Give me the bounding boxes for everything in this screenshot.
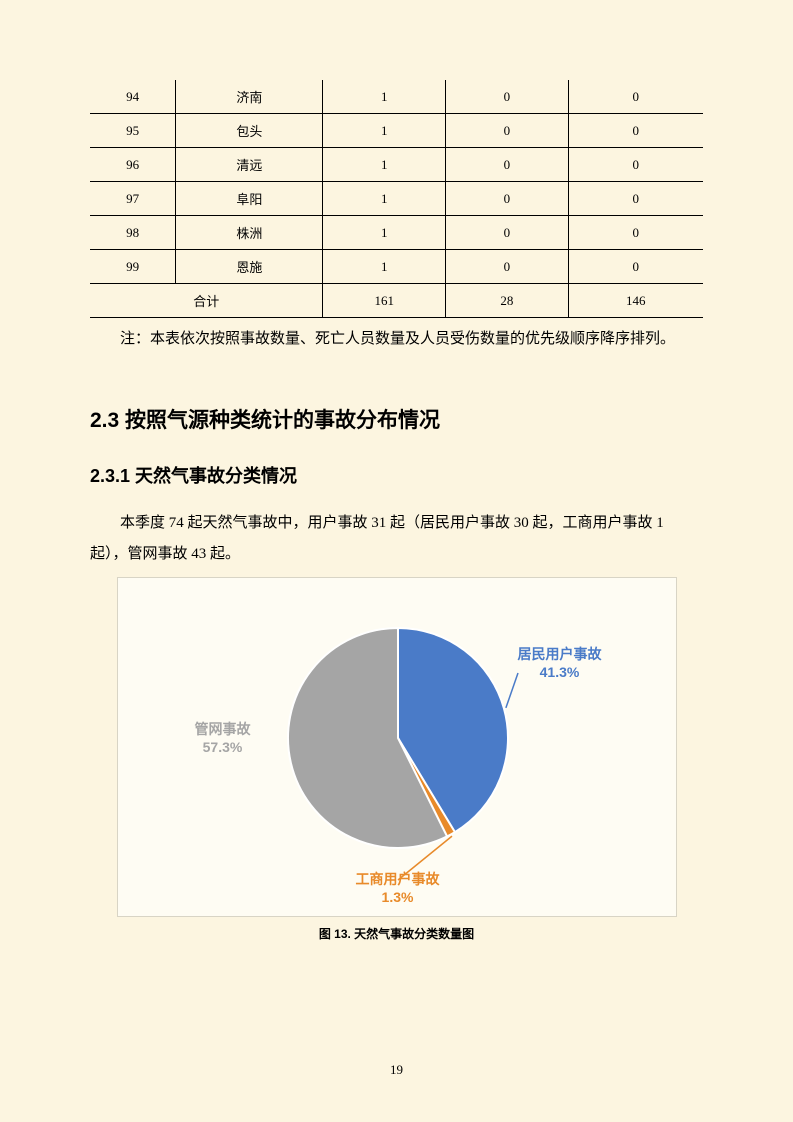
pie-slice-label-name: 工商用户事故: [356, 870, 440, 888]
table-row: 97阜阳100: [90, 182, 703, 216]
table-cell: 0: [568, 250, 703, 284]
table-cell: 95: [90, 114, 176, 148]
table-cell: 98: [90, 216, 176, 250]
table-cell: 1: [323, 216, 446, 250]
table-cell: 0: [446, 80, 569, 114]
table-cell: 0: [568, 114, 703, 148]
body-paragraph: 本季度 74 起天然气事故中，用户事故 31 起（居民用户事故 30 起，工商用…: [90, 508, 703, 571]
data-table: 94济南10095包头10096清远10097阜阳10098株洲10099恩施1…: [90, 80, 703, 318]
table-row: 94济南100: [90, 80, 703, 114]
page-number: 19: [0, 1062, 793, 1078]
table-row: 96清远100: [90, 148, 703, 182]
table-cell: 0: [446, 216, 569, 250]
pie-slice-label-percent: 57.3%: [195, 738, 251, 756]
table-cell: 146: [568, 284, 703, 318]
table-cell: 清远: [176, 148, 323, 182]
table-cell: 0: [568, 148, 703, 182]
table-cell: 96: [90, 148, 176, 182]
table-cell: 恩施: [176, 250, 323, 284]
section-heading-2-3-1: 2.3.1 天然气事故分类情况: [90, 462, 703, 488]
pie-slice-label-percent: 41.3%: [518, 663, 602, 681]
table-cell: 0: [446, 148, 569, 182]
table-cell: 97: [90, 182, 176, 216]
pie-slice-label-name: 居民用户事故: [518, 644, 602, 662]
table-cell: 1: [323, 250, 446, 284]
table-note: 注：本表依次按照事故数量、死亡人员数量及人员受伤数量的优先级顺序降序排列。: [90, 324, 703, 356]
table-cell: 株洲: [176, 216, 323, 250]
table-row: 98株洲100: [90, 216, 703, 250]
table-cell: 0: [446, 250, 569, 284]
table-cell: 0: [568, 182, 703, 216]
pie-leader-line: [505, 673, 517, 708]
table-cell: 0: [446, 114, 569, 148]
table-cell: 28: [446, 284, 569, 318]
data-table-wrap: 94济南10095包头10096清远10097阜阳10098株洲10099恩施1…: [90, 80, 703, 318]
pie-slice-label: 管网事故57.3%: [195, 719, 251, 755]
table-cell: 0: [568, 80, 703, 114]
table-cell: 济南: [176, 80, 323, 114]
table-cell: 1: [323, 80, 446, 114]
table-cell: 0: [446, 182, 569, 216]
table-cell: 1: [323, 148, 446, 182]
table-cell: 阜阳: [176, 182, 323, 216]
chart-caption: 图 13. 天然气事故分类数量图: [90, 925, 703, 942]
section-heading-2-3: 2.3 按照气源种类统计的事故分布情况: [90, 404, 703, 434]
table-cell: 99: [90, 250, 176, 284]
table-cell: 1: [323, 114, 446, 148]
pie-slice-label: 居民用户事故41.3%: [518, 644, 602, 680]
table-row: 95包头100: [90, 114, 703, 148]
table-cell: 1: [323, 182, 446, 216]
pie-slice-label: 工商用户事故1.3%: [356, 870, 440, 906]
pie-slice-label-name: 管网事故: [195, 719, 251, 737]
table-cell: 161: [323, 284, 446, 318]
table-cell: 94: [90, 80, 176, 114]
table-cell: 0: [568, 216, 703, 250]
pie-slice-label-percent: 1.3%: [356, 888, 440, 906]
table-cell: 包头: [176, 114, 323, 148]
table-total-row: 合计16128146: [90, 284, 703, 318]
table-total-label: 合计: [90, 284, 323, 318]
table-row: 99恩施100: [90, 250, 703, 284]
pie-chart-container: 居民用户事故41.3% 工商用户事故1.3% 管网事故57.3%: [117, 577, 677, 917]
